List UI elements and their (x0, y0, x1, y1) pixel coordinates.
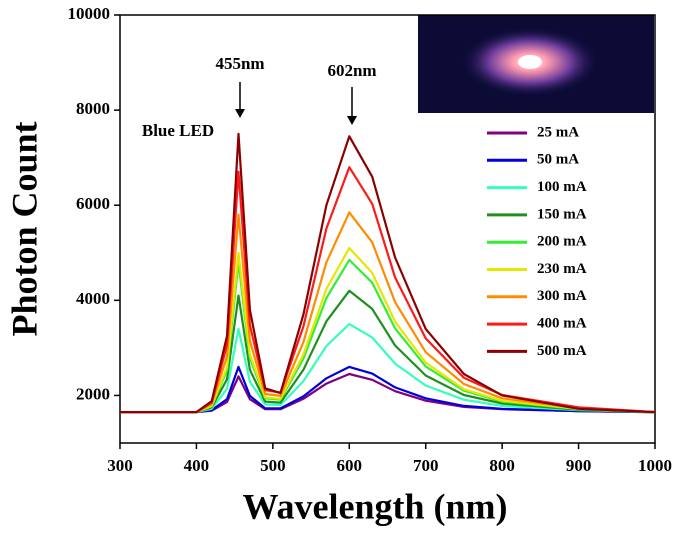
annotation-arrowhead (235, 109, 245, 118)
legend-label: 500 mA (537, 343, 587, 359)
legend-label: 200 mA (537, 234, 587, 250)
annotation: Blue LED (142, 121, 214, 140)
y-tick-label: 2000 (76, 384, 110, 403)
x-tick-label: 400 (184, 456, 210, 475)
spectrum-line (120, 365, 656, 414)
plot-area (120, 132, 656, 414)
y-tick-label: 4000 (76, 289, 110, 308)
plot-frame (119, 14, 656, 444)
annotation-arrowhead (347, 116, 357, 125)
legend-label: 100 mA (537, 179, 587, 195)
spectrum-line (120, 166, 656, 414)
y-tick-label: 6000 (76, 194, 110, 213)
spectrum-line (120, 323, 656, 414)
y-tick-label: 8000 (76, 99, 110, 118)
legend-label: 300 mA (537, 288, 587, 304)
legend-label: 230 mA (537, 261, 587, 277)
legend-label: 400 mA (537, 316, 587, 332)
x-tick-label: 600 (337, 456, 363, 475)
y-tick-label: 10000 (68, 4, 111, 23)
x-tick-label: 300 (107, 456, 133, 475)
spectrum-line (120, 289, 656, 414)
annotation: 455nm (215, 54, 264, 73)
y-axis-label: Photon Count (4, 121, 44, 336)
spectrum-line (120, 132, 656, 414)
x-tick-label: 800 (489, 456, 515, 475)
x-axis-label: Wavelength (nm) (243, 486, 508, 526)
legend-label: 50 mA (537, 152, 579, 168)
x-tick-label: 1000 (638, 456, 672, 475)
spectrum-line (120, 211, 656, 414)
legend-label: 150 mA (537, 206, 587, 222)
inset-photo (418, 15, 654, 113)
x-tick-label: 700 (413, 456, 439, 475)
legend-label: 25 mA (537, 124, 579, 140)
annotation: 602nm (327, 61, 376, 80)
x-tick-label: 900 (566, 456, 592, 475)
spectrum-line (120, 246, 656, 414)
x-tick-label: 500 (260, 456, 286, 475)
